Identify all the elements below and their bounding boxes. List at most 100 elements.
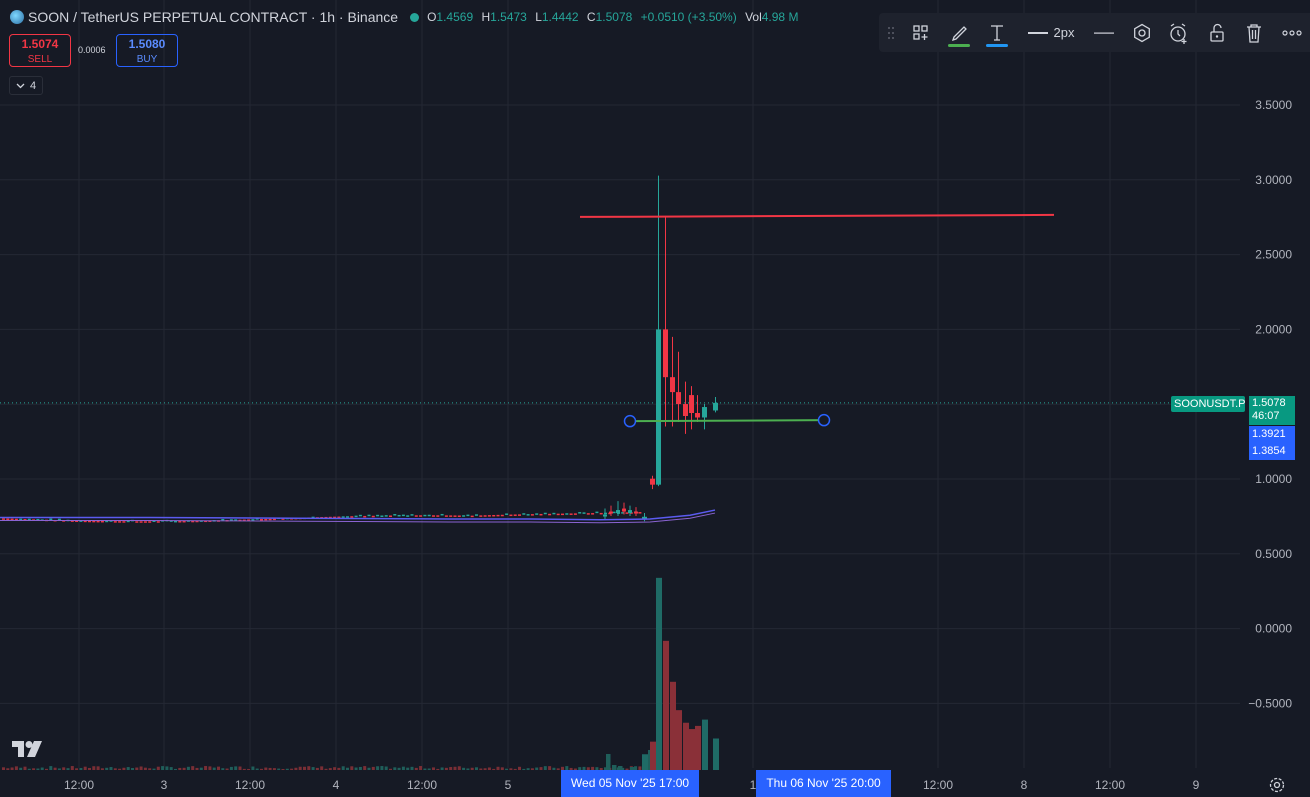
drawn-lines[interactable]	[579, 213, 1055, 428]
history-candle	[543, 512, 547, 515]
history-candle	[414, 515, 418, 517]
candle-body	[702, 407, 707, 418]
history-volume-bar	[618, 766, 623, 770]
history-candle	[2, 518, 5, 520]
history-volume-bar	[423, 768, 427, 770]
history-volume-bar	[165, 766, 169, 770]
resistance-trend-line[interactable]	[579, 213, 1055, 218]
drawing-toolbar[interactable]: 2px	[879, 13, 1310, 52]
trash-icon[interactable]	[1241, 13, 1267, 52]
templates-icon[interactable]	[908, 13, 934, 52]
symbol-price-tag: SOONUSDT.P	[1171, 396, 1246, 412]
history-volume-bar	[346, 767, 349, 770]
history-volume-bar	[530, 768, 534, 770]
history-candle	[126, 520, 130, 523]
history-candle	[255, 518, 259, 520]
coin-logo-icon	[10, 10, 24, 24]
history-candle	[341, 516, 345, 518]
sell-price: 1.5074	[21, 37, 59, 51]
candle-body	[676, 392, 681, 405]
history-candle	[96, 520, 100, 523]
volume-bar	[695, 725, 701, 770]
pencil-color-button[interactable]	[945, 13, 973, 52]
history-candle	[586, 513, 590, 515]
scale-settings-icon[interactable]	[1268, 776, 1286, 797]
line-width-button[interactable]: 2px	[1023, 13, 1079, 52]
history-volume-bar	[535, 767, 539, 770]
line-anchor-handle[interactable]	[623, 414, 637, 428]
history-candle	[526, 514, 530, 516]
history-volume-bar	[88, 767, 91, 770]
tradingview-logo-icon[interactable]	[12, 740, 44, 763]
history-volume-bar	[509, 768, 513, 770]
open-value: 1.4569	[436, 10, 474, 24]
volume-bar	[713, 738, 719, 770]
market-status-icon[interactable]	[410, 12, 420, 22]
history-volume-bar	[277, 768, 281, 770]
history-candle	[539, 513, 543, 516]
history-volume-bar	[143, 767, 147, 770]
symbol-title[interactable]: SOON / TetherUS PERPETUAL CONTRACT · 1h …	[28, 9, 399, 25]
buy-button[interactable]: 1.5080 BUY	[116, 34, 178, 67]
history-candle	[599, 512, 603, 515]
volume-bar	[676, 710, 682, 770]
line-width-icon	[1027, 31, 1048, 34]
history-volume-bar	[191, 766, 195, 770]
history-volume-bar	[174, 768, 177, 770]
history-volume-bar	[475, 767, 478, 770]
history-volume-bar	[522, 768, 526, 770]
more-icon[interactable]	[1279, 13, 1305, 52]
alert-icon[interactable]	[1166, 13, 1192, 52]
history-candle	[401, 514, 405, 517]
close-value: 1.5078	[595, 10, 633, 24]
low-key: L	[535, 10, 542, 24]
price-tick-label: 2.0000	[1255, 322, 1292, 336]
history-candle	[552, 512, 556, 515]
price-scale[interactable]: 3.50003.00002.50002.00001.50001.00000.50…	[1248, 98, 1292, 710]
line-style-icon[interactable]	[1091, 13, 1117, 52]
history-volume-bar	[634, 766, 638, 770]
support-trend-line[interactable]	[629, 419, 825, 423]
history-volume-bar	[303, 766, 306, 770]
history-volume-bar	[354, 767, 358, 770]
history-volume-bar	[122, 767, 126, 770]
line-anchor-handle[interactable]	[817, 413, 831, 427]
indicators-toggle-button[interactable]: 4	[9, 76, 44, 95]
time-tick-label: 5	[505, 778, 512, 792]
history-volume-bar	[630, 767, 635, 770]
history-volume-bar	[281, 768, 285, 770]
history-volume-bar	[27, 768, 31, 770]
history-volume-bar	[371, 766, 375, 770]
lock-icon[interactable]	[1204, 13, 1230, 52]
buy-price: 1.5080	[128, 37, 166, 51]
history-candle	[251, 519, 255, 521]
history-volume-bar	[440, 767, 444, 770]
text-color-button[interactable]	[983, 13, 1011, 52]
history-candle	[582, 512, 586, 514]
history-volume-bar	[384, 766, 388, 770]
time-scale[interactable]: 12:00 3 12:00 4 12:00 5 1 12:00 8 12:00 9	[64, 778, 1200, 792]
history-volume-bar	[32, 768, 36, 770]
history-volume-bar	[10, 767, 14, 770]
history-candle	[466, 514, 470, 517]
drag-handle-icon[interactable]	[885, 13, 897, 52]
history-volume-bar	[432, 767, 435, 770]
history-candle	[612, 511, 616, 514]
history-candle	[311, 516, 315, 519]
settings-icon[interactable]	[1129, 13, 1155, 52]
history-volume-bar	[19, 767, 23, 770]
candle-body	[650, 478, 655, 485]
history-volume-bar	[449, 767, 453, 770]
history-candle	[569, 513, 573, 515]
sell-button[interactable]: 1.5074 SELL	[9, 34, 71, 67]
history-volume-bar	[195, 767, 199, 770]
low-value: 1.4442	[541, 10, 579, 24]
history-candle	[591, 513, 595, 515]
history-volume-bar	[298, 766, 302, 770]
history-volume-bar	[401, 766, 405, 770]
candle-body	[670, 377, 675, 393]
history-candle	[479, 515, 483, 517]
history-volume-bar	[83, 766, 87, 770]
